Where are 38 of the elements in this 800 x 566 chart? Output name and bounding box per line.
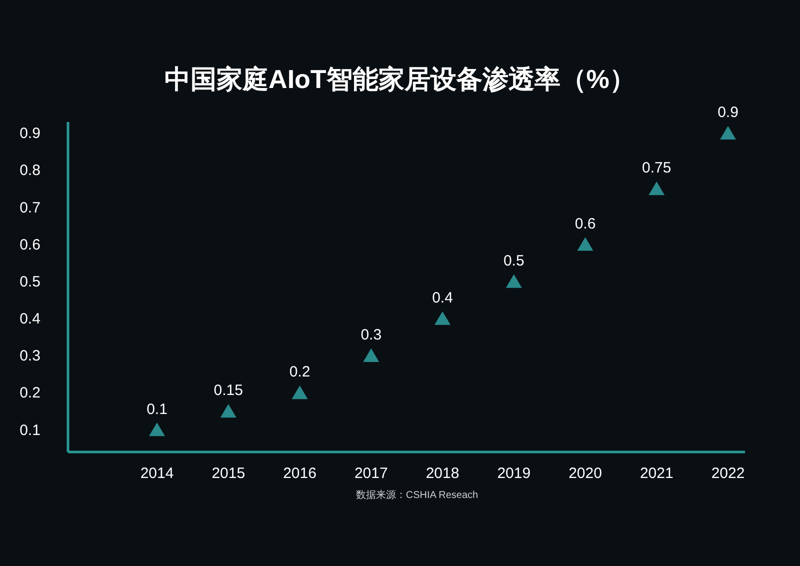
point bbox=[292, 385, 308, 400]
data-label: 0.9 bbox=[718, 104, 738, 122]
point bbox=[220, 404, 236, 418]
x-tick-label: 2022 bbox=[711, 465, 745, 482]
point bbox=[434, 311, 450, 325]
data-label: 0.1 bbox=[146, 400, 168, 418]
data-label: 0.15 bbox=[214, 382, 243, 400]
x-tick-label: 2015 bbox=[212, 465, 246, 482]
y-tick-label: 0.6 bbox=[20, 236, 40, 254]
y-tick-label: 0.2 bbox=[20, 384, 40, 402]
x-tick-label: 2017 bbox=[354, 465, 388, 482]
x-tick-label: 2016 bbox=[283, 465, 316, 482]
point bbox=[363, 348, 380, 362]
y-tick-label: 0.1 bbox=[20, 422, 40, 439]
point bbox=[720, 126, 736, 140]
data-label: 0.6 bbox=[574, 215, 596, 232]
y-tick-label: 0.8 bbox=[20, 162, 40, 180]
x-tick-label: 2018 bbox=[426, 465, 460, 482]
data-label: 0.3 bbox=[360, 326, 382, 344]
point bbox=[648, 182, 665, 196]
data-label: 0.4 bbox=[432, 290, 453, 307]
data-label: 0.75 bbox=[642, 160, 672, 177]
y-tick-label: 0.5 bbox=[20, 273, 40, 290]
point bbox=[149, 422, 165, 436]
y-tick-label: 0.3 bbox=[20, 348, 40, 365]
chart-title: 中国家庭AIoT智能家居设备渗透率（%） bbox=[164, 64, 636, 94]
y-tick-label: 0.7 bbox=[20, 199, 40, 216]
data-label: 0.2 bbox=[289, 364, 310, 381]
point bbox=[577, 237, 594, 251]
y-tick-label: 0.4 bbox=[20, 310, 40, 328]
source-note: 数据来源：CSHIA Reseach bbox=[356, 489, 478, 501]
data-label: 0.5 bbox=[503, 252, 524, 270]
x-tick-label: 2020 bbox=[568, 465, 602, 482]
point bbox=[506, 274, 522, 288]
y-tick-label: 0.9 bbox=[20, 125, 40, 142]
x-tick-label: 2021 bbox=[640, 465, 674, 482]
x-tick-label: 2014 bbox=[140, 465, 174, 482]
x-tick-label: 2019 bbox=[497, 465, 531, 482]
